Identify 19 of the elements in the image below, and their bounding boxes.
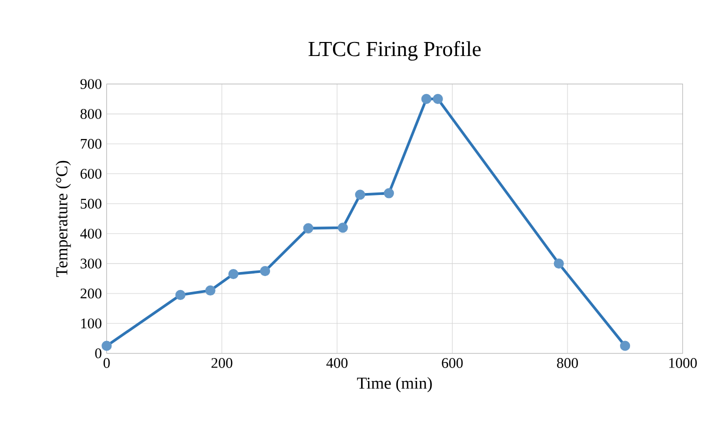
y-tick-label: 400 [80, 228, 102, 239]
y-tick-label: 0 [95, 348, 102, 358]
y-tick-label: 200 [80, 288, 102, 298]
x-tick-label: 200 [212, 358, 232, 368]
x-tick-label: 600 [442, 358, 463, 368]
y-tick-label: 700 [80, 138, 102, 149]
x-tick-label: 0 [104, 358, 110, 368]
y-tick-label: 600 [80, 168, 102, 179]
y-tick-label: 900 [80, 79, 102, 89]
x-tick-label: 1000 [669, 358, 697, 368]
y-tick-label: 500 [80, 198, 102, 209]
y-tick-label: 800 [80, 108, 102, 119]
x-axis-title: Time (min) [357, 377, 432, 392]
chart-title: LTCC Firing Profile [308, 41, 481, 61]
y-axis-title: Temperature (°C) [56, 160, 71, 277]
y-tick-label: 300 [80, 258, 102, 269]
x-tick-label: 400 [326, 358, 348, 368]
x-tick-label: 800 [557, 358, 578, 368]
y-tick-label: 100 [81, 318, 102, 328]
